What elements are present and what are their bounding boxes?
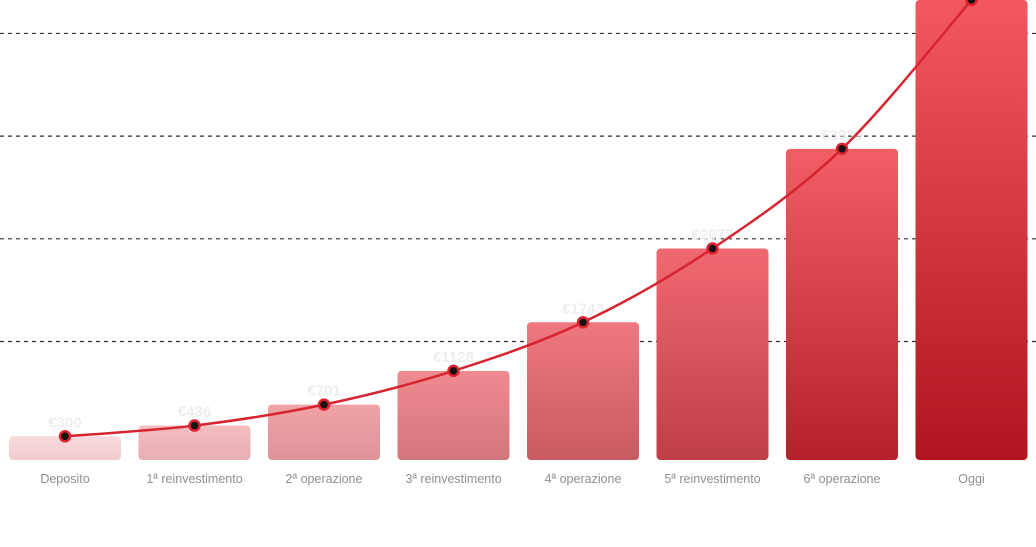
line-point-4 xyxy=(447,364,460,378)
bar-3 xyxy=(268,404,380,460)
bar-6 xyxy=(656,248,769,460)
line-point-2 xyxy=(188,419,201,432)
growth-line xyxy=(58,0,978,443)
category-label-4: 3ª reinvestimento xyxy=(405,472,501,486)
line-point-7 xyxy=(835,142,849,156)
line-point-1 xyxy=(58,430,72,443)
bars xyxy=(9,0,1028,460)
category-label-1: Deposito xyxy=(40,472,89,486)
category-label-8: Oggi xyxy=(958,472,984,486)
bar-2 xyxy=(138,425,251,460)
bar-1 xyxy=(9,436,121,460)
bar-5 xyxy=(527,322,639,460)
line-point-8 xyxy=(965,0,978,7)
category-label-2: 1ª reinvestimento xyxy=(146,472,242,486)
value-label-6: €2677 xyxy=(692,227,734,244)
value-label-4: €1128 xyxy=(433,349,474,366)
category-label-7: 6ª operazione xyxy=(804,472,881,486)
value-label-5: €1743 xyxy=(562,300,604,317)
line-point-3 xyxy=(317,398,331,411)
line-point-6 xyxy=(706,242,719,255)
value-label-2: €436 xyxy=(178,404,211,421)
category-labels: Deposito 1ª reinvestimento 2ª operazione 3ª… xyxy=(40,472,984,486)
line-point-5 xyxy=(576,316,590,329)
bar-7 xyxy=(786,148,898,460)
category-label-5: 4ª operazione xyxy=(545,472,622,486)
category-label-3: 2ª operazione xyxy=(286,472,363,486)
bar-4 xyxy=(397,370,510,460)
category-label-6: 5ª reinvestimento xyxy=(664,472,760,486)
value-label-3: €701 xyxy=(307,383,340,400)
value-label-1: €300 xyxy=(48,414,81,431)
bar-8 xyxy=(915,0,1028,460)
